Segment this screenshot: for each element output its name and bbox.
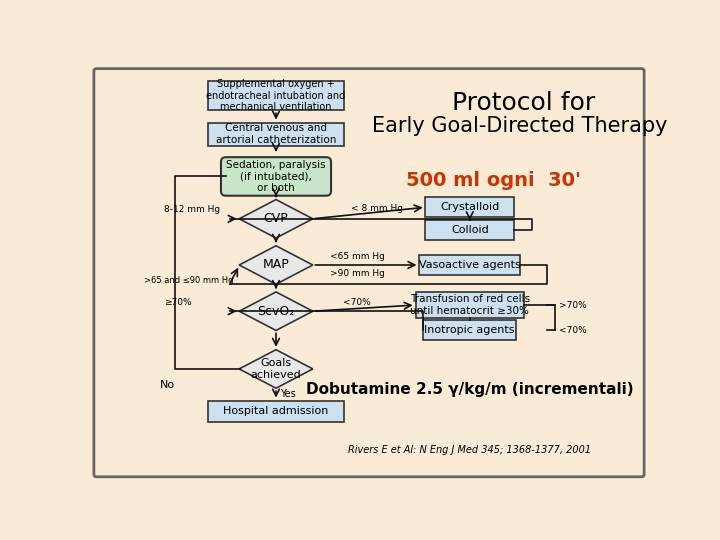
Text: CVP: CVP bbox=[264, 212, 289, 225]
Text: Sedation, paralysis
(if intubated),
or both: Sedation, paralysis (if intubated), or b… bbox=[226, 160, 326, 193]
FancyBboxPatch shape bbox=[415, 292, 524, 318]
FancyBboxPatch shape bbox=[426, 220, 514, 240]
Polygon shape bbox=[239, 246, 312, 284]
Text: Rivers E et Al: N Eng J Med 345; 1368-1377, 2001: Rivers E et Al: N Eng J Med 345; 1368-13… bbox=[348, 445, 591, 455]
Polygon shape bbox=[239, 292, 312, 330]
FancyBboxPatch shape bbox=[208, 81, 344, 110]
Text: < 8 mm Hg: < 8 mm Hg bbox=[351, 204, 402, 213]
FancyBboxPatch shape bbox=[426, 197, 514, 217]
Text: ScvO₂: ScvO₂ bbox=[257, 305, 294, 318]
FancyBboxPatch shape bbox=[419, 255, 520, 275]
Polygon shape bbox=[239, 200, 312, 238]
FancyBboxPatch shape bbox=[221, 157, 331, 195]
Text: Central venous and
artorial catheterization: Central venous and artorial catheterizat… bbox=[216, 123, 336, 145]
FancyBboxPatch shape bbox=[94, 69, 644, 477]
Text: Inotropic agents: Inotropic agents bbox=[425, 326, 515, 335]
Text: Crystalloid: Crystalloid bbox=[440, 202, 500, 212]
Text: <65 mm Hg: <65 mm Hg bbox=[330, 252, 384, 261]
Text: Goals
achieved: Goals achieved bbox=[251, 358, 302, 380]
Text: Dobutamine 2.5 γ/kg/m (incrementali): Dobutamine 2.5 γ/kg/m (incrementali) bbox=[306, 382, 634, 397]
Text: Yes: Yes bbox=[280, 389, 296, 400]
Text: >70%: >70% bbox=[559, 301, 587, 309]
Polygon shape bbox=[239, 350, 312, 388]
Text: <70%: <70% bbox=[559, 326, 587, 335]
Text: MAP: MAP bbox=[263, 259, 289, 272]
Text: 500 ml ogni  30': 500 ml ogni 30' bbox=[405, 171, 580, 190]
Text: No: No bbox=[160, 381, 175, 390]
Text: >90 mm Hg: >90 mm Hg bbox=[330, 269, 384, 278]
Text: >65 and ≤90 mm Hg: >65 and ≤90 mm Hg bbox=[144, 276, 234, 285]
Text: Transfusion of red cells
until hematocrit ≥30%: Transfusion of red cells until hematocri… bbox=[410, 294, 530, 316]
Text: Early Goal-Directed Therapy: Early Goal-Directed Therapy bbox=[372, 117, 668, 137]
Text: Protocol for: Protocol for bbox=[452, 91, 595, 116]
Text: ≥70%: ≥70% bbox=[163, 298, 192, 307]
FancyBboxPatch shape bbox=[423, 320, 516, 340]
Text: Supplemental oxygen +
endotracheal intubation and
mechanical ventilation: Supplemental oxygen + endotracheal intub… bbox=[207, 79, 346, 112]
FancyBboxPatch shape bbox=[208, 123, 344, 146]
Text: 8-12 mm Hg: 8-12 mm Hg bbox=[163, 205, 220, 214]
FancyBboxPatch shape bbox=[208, 401, 344, 422]
Text: Colloid: Colloid bbox=[451, 225, 489, 235]
Text: Vasoactive agents: Vasoactive agents bbox=[419, 260, 521, 270]
Text: <70%: <70% bbox=[343, 298, 372, 307]
Text: Hospital admission: Hospital admission bbox=[223, 406, 329, 416]
